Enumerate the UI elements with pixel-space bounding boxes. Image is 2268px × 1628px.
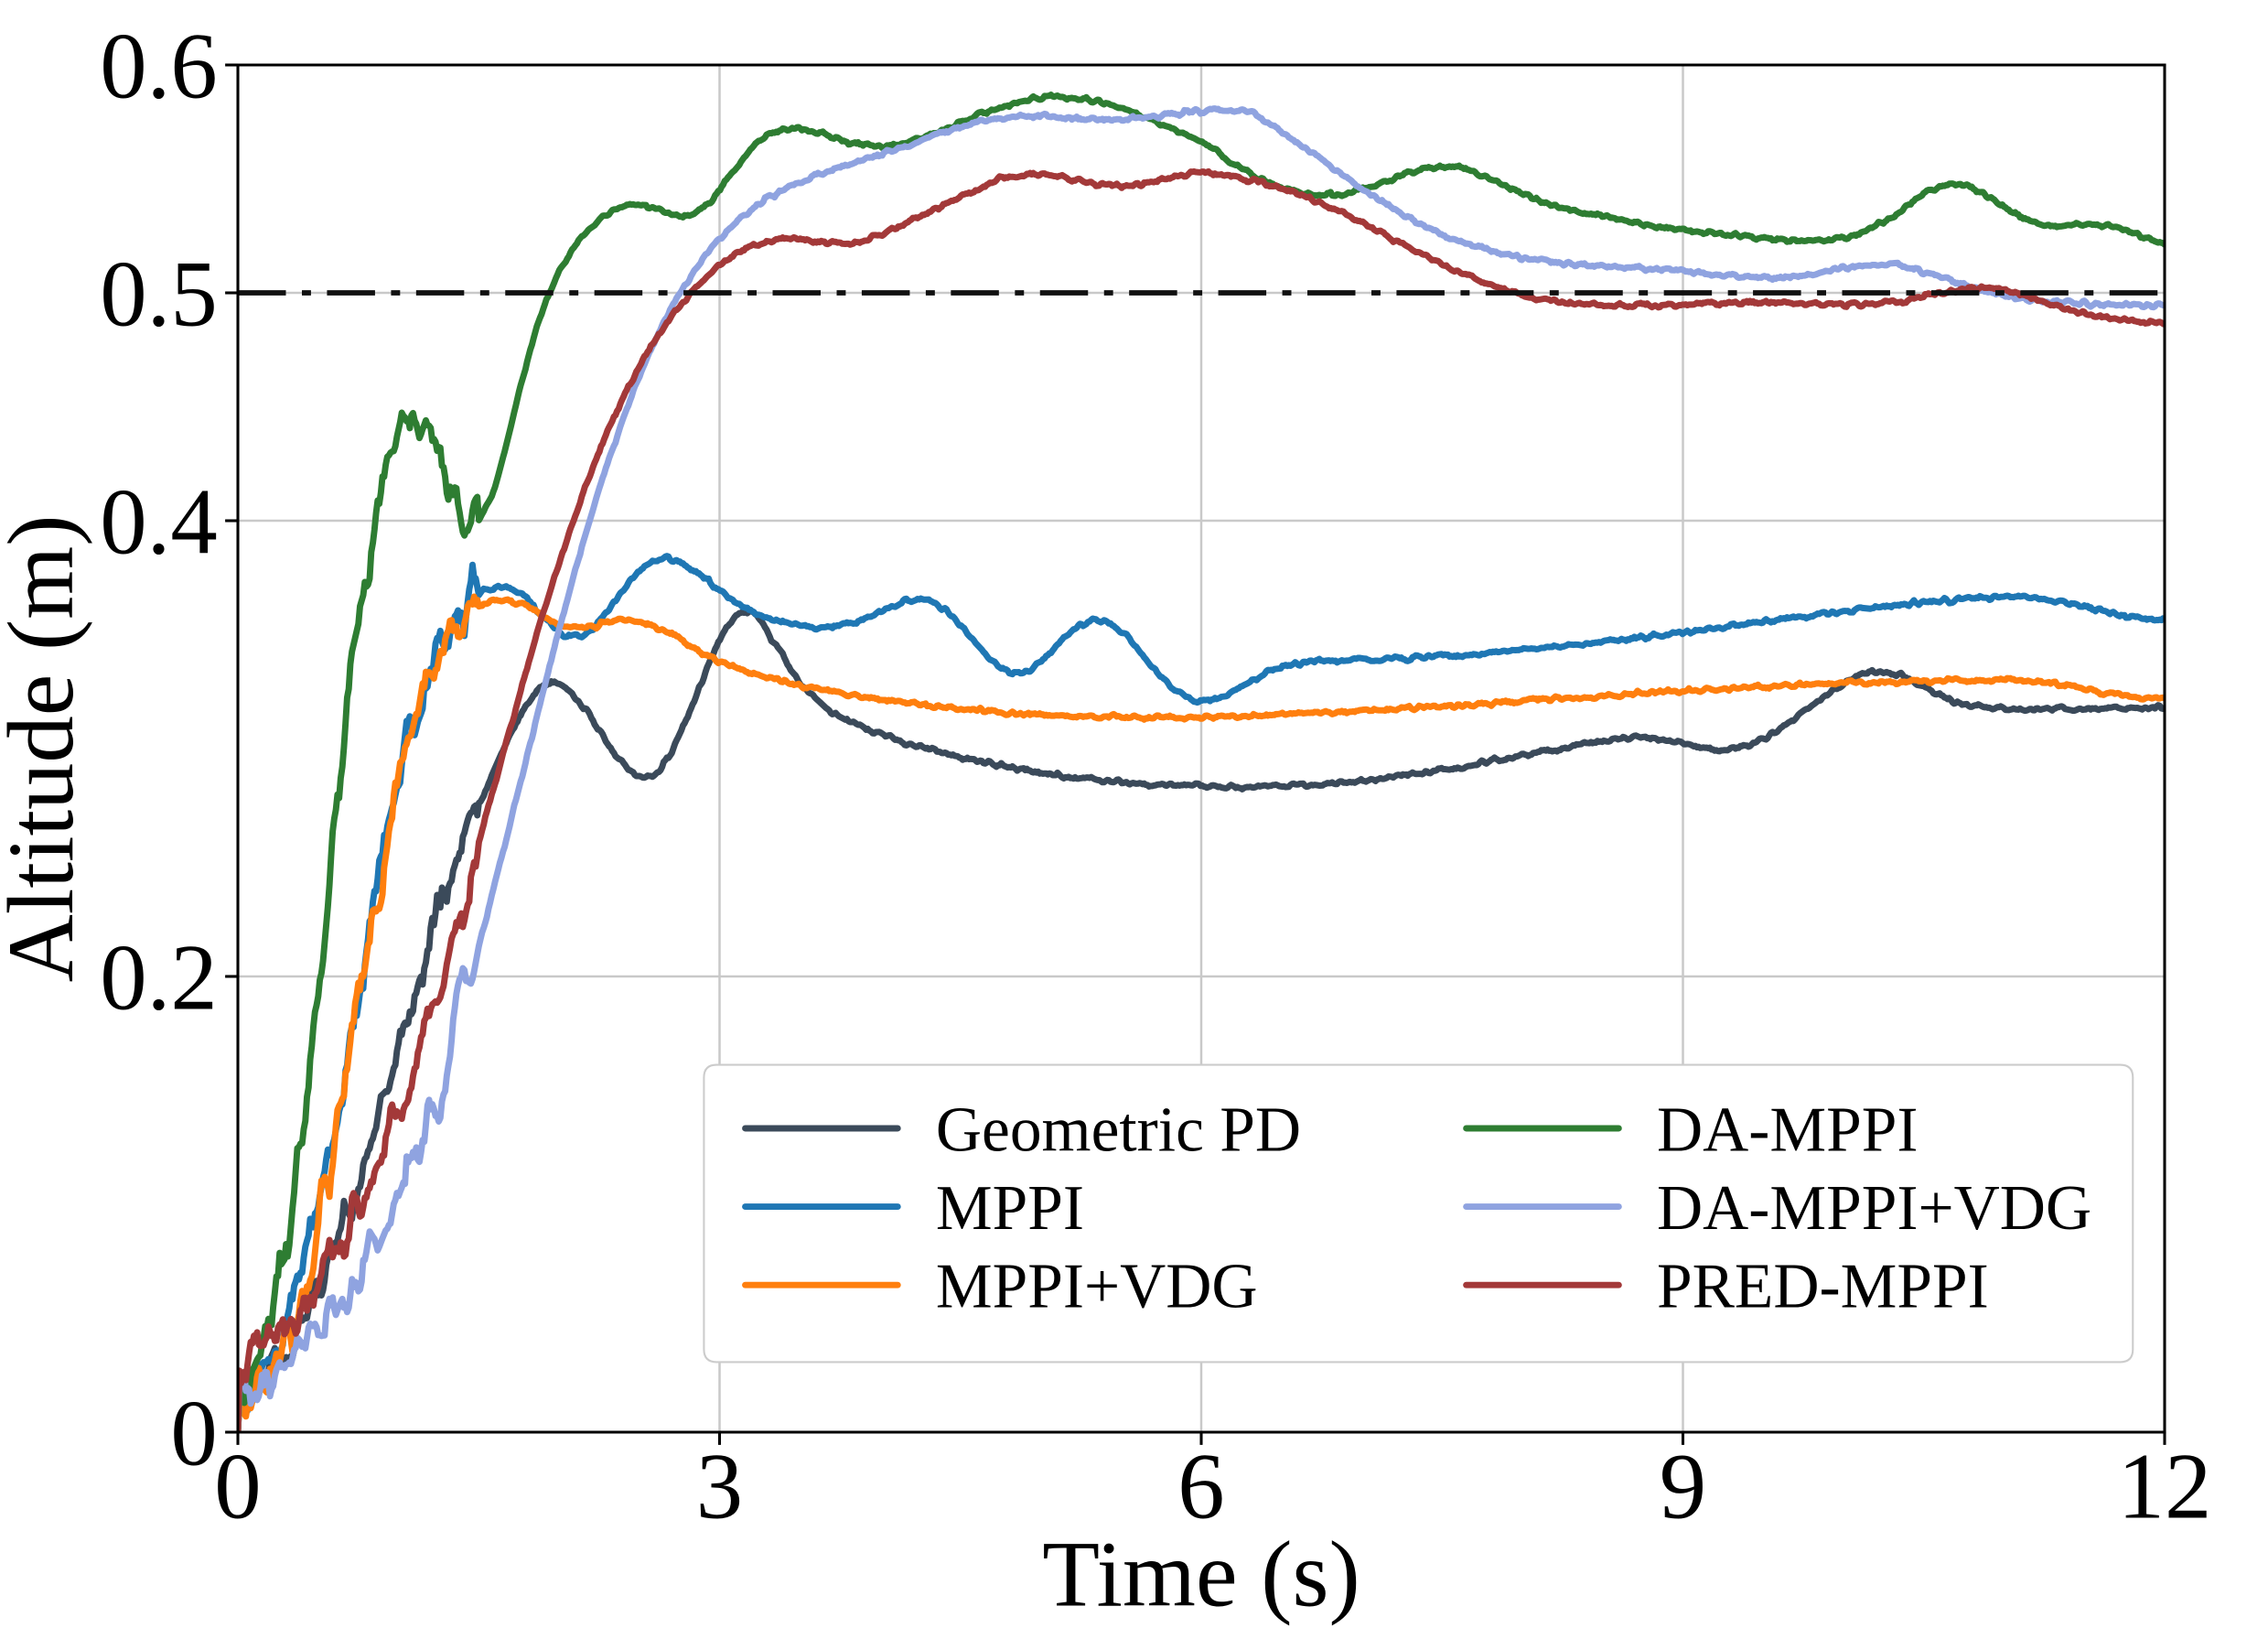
svg-text:Geometric PD: Geometric PD	[936, 1094, 1301, 1165]
svg-text:0.5: 0.5	[100, 243, 217, 347]
svg-text:0.4: 0.4	[100, 470, 217, 575]
svg-text:Time (s): Time (s)	[1042, 1523, 1360, 1627]
svg-text:0.6: 0.6	[100, 15, 217, 119]
svg-text:3: 3	[696, 1435, 743, 1539]
svg-text:Altitude (m): Altitude (m)	[0, 515, 93, 983]
svg-text:9: 9	[1660, 1435, 1706, 1539]
svg-text:MPPI: MPPI	[936, 1173, 1084, 1244]
svg-text:MPPI+VDG: MPPI+VDG	[936, 1252, 1258, 1322]
svg-text:DA-MPPI: DA-MPPI	[1657, 1094, 1919, 1165]
svg-text:0: 0	[214, 1435, 261, 1539]
svg-text:12: 12	[2118, 1435, 2212, 1539]
svg-text:PRED-MPPI: PRED-MPPI	[1657, 1252, 1989, 1322]
svg-text:DA-MPPI+VDG: DA-MPPI+VDG	[1657, 1173, 2091, 1244]
svg-text:0: 0	[170, 1382, 217, 1486]
svg-text:0.2: 0.2	[100, 926, 217, 1030]
